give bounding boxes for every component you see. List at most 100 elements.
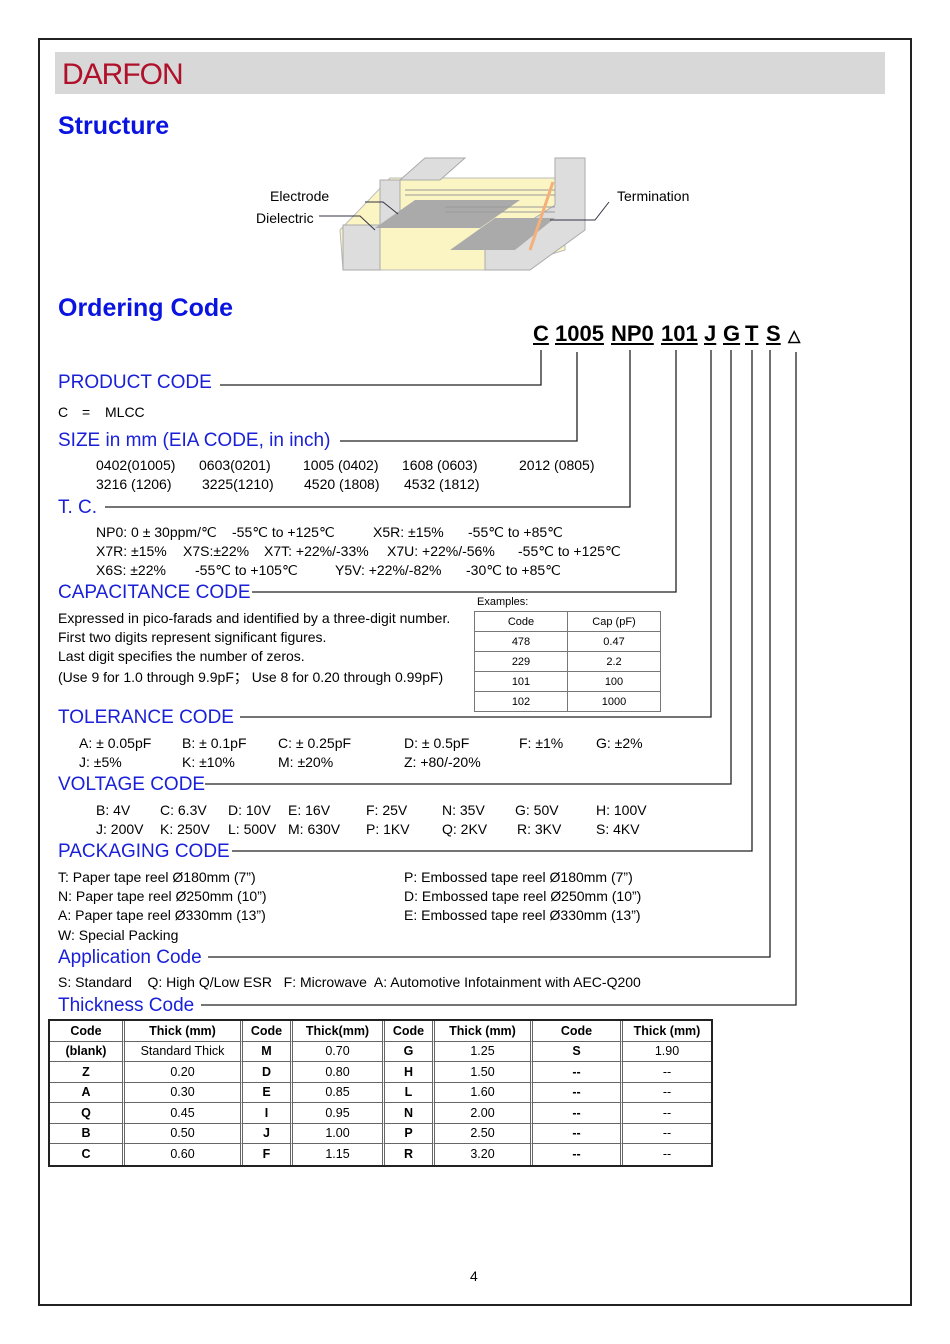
packaging-item: N: Paper tape reel Ø250mm (10”): [58, 888, 267, 904]
cell: R: [385, 1144, 435, 1165]
code-part-tc: NP0: [611, 321, 654, 346]
cell: 101: [474, 671, 568, 692]
cell: 0.95: [293, 1103, 385, 1124]
header-cell: Code: [533, 1021, 623, 1042]
voltage-item: N: 35V: [442, 802, 485, 818]
tolerance-item: Z: +80/-20%: [404, 754, 481, 770]
tc-title: T. C.: [58, 497, 98, 518]
header-cell: Thick (mm): [125, 1021, 243, 1042]
code-part-thickness: △: [788, 328, 801, 345]
code-part-product: C: [533, 321, 549, 346]
packaging-item: W: Special Packing: [58, 927, 179, 943]
tolerance-item: K: ±10%: [182, 754, 235, 770]
header-cell: Thick (mm): [435, 1021, 533, 1042]
cell: 1.60: [435, 1082, 533, 1103]
packaging-item: T: Paper tape reel Ø180mm (7”): [58, 869, 256, 885]
code-part-packaging: T: [745, 321, 759, 346]
page-number: 4: [470, 1268, 478, 1284]
cell: 1000: [567, 691, 661, 712]
tolerance-item: D: ± 0.5pF: [404, 735, 470, 751]
code-part-capacitance: 101: [661, 321, 698, 346]
voltage-item: Q: 2KV: [442, 821, 488, 837]
cell: A: [50, 1082, 125, 1103]
cell: I: [243, 1103, 293, 1124]
cell: G: [385, 1041, 435, 1062]
size-item: 3225(1210): [202, 476, 274, 492]
voltage-item: K: 250V: [160, 821, 210, 837]
cell: 0.50: [125, 1123, 243, 1144]
packaging-item: D: Embossed tape reel Ø250mm (10”): [404, 888, 642, 904]
cell: L: [385, 1082, 435, 1103]
packaging-title: PACKAGING CODE: [58, 841, 230, 862]
cell: 1.50: [435, 1062, 533, 1083]
tc-item: X7R: ±15%: [96, 543, 167, 559]
cell: H: [385, 1062, 435, 1083]
size-item: 0603(0201): [199, 457, 271, 473]
table-row: A 0.30 E 0.85 L 1.60 -- --: [50, 1082, 711, 1103]
tc-item: X7T: +22%/-33%: [264, 543, 369, 559]
capacitance-text: Expressed in pico-farads and identified …: [58, 610, 451, 626]
voltage-item: L: 500V: [228, 821, 277, 837]
cell: 478: [474, 631, 568, 652]
table-row: Z 0.20 D 0.80 H 1.50 -- --: [50, 1062, 711, 1083]
code-part-voltage: G: [723, 321, 741, 346]
voltage-item: J: 200V: [96, 821, 144, 837]
size-item: 0402(01005): [96, 457, 176, 473]
cell: 100: [567, 671, 661, 692]
cell: E: [243, 1082, 293, 1103]
size-item: 4520 (1808): [304, 476, 380, 492]
tolerance-item: B: ± 0.1pF: [182, 735, 247, 751]
code-part-application: S: [766, 321, 781, 346]
table-row: B 0.50 J 1.00 P 2.50 -- --: [50, 1123, 711, 1144]
tolerance-item: J: ±5%: [79, 754, 122, 770]
cell: 3.20: [435, 1144, 533, 1165]
thickness-title: Thickness Code: [58, 995, 195, 1016]
table-row: 102 1000: [474, 691, 661, 712]
size-item: 2012 (0805): [519, 457, 595, 473]
code-part-size: 1005: [555, 321, 604, 346]
cell: --: [623, 1062, 711, 1083]
tc-item: -55℃ to +85℃: [468, 524, 563, 540]
voltage-item: H: 100V: [596, 802, 647, 818]
cell: Standard Thick: [125, 1041, 243, 1062]
tolerance-item: G: ±2%: [596, 735, 643, 751]
header-row: Code Thick (mm) Code Thick(mm) Code Thick (mm…: [50, 1021, 711, 1042]
tc-item: X5R: ±15%: [373, 524, 444, 540]
dielectric-label: Dielectric: [256, 210, 314, 226]
capacitance-title: CAPACITANCE CODE: [58, 582, 251, 603]
cell: Z: [50, 1062, 125, 1083]
capacitance-text: Last digit specifies the number of zeros…: [58, 648, 305, 664]
tolerance-item: F: ±1%: [519, 735, 564, 751]
tc-item: X7U: +22%/-56%: [387, 543, 495, 559]
page-frame: [38, 38, 912, 1306]
cell: 0.60: [125, 1144, 243, 1165]
cell: 2.2: [567, 651, 661, 672]
cell: 1.00: [293, 1123, 385, 1144]
voltage-item: M: 630V: [288, 821, 341, 837]
cell: 0.20: [125, 1062, 243, 1083]
cell: S: [533, 1041, 623, 1062]
cell: 102: [474, 691, 568, 712]
tolerance-title: TOLERANCE CODE: [58, 707, 234, 728]
cell: --: [623, 1103, 711, 1124]
cell: 2.50: [435, 1123, 533, 1144]
examples-label: Examples:: [477, 596, 529, 608]
cell: --: [623, 1083, 711, 1103]
capacitance-text: First two digits represent significant f…: [58, 629, 327, 645]
table-row: Code Cap (pF): [474, 611, 661, 632]
table-row: 478 0.47: [474, 631, 661, 652]
cell: 0.70: [293, 1041, 385, 1062]
cell: --: [533, 1062, 623, 1083]
header-cell: Thick (mm): [623, 1021, 711, 1042]
product-c: C: [58, 404, 69, 420]
voltage-item: E: 16V: [288, 802, 331, 818]
structure-title: Structure: [58, 112, 170, 140]
tc-item: Y5V: +22%/-82%: [335, 562, 442, 578]
cell: --: [533, 1103, 623, 1124]
cell: 0.85: [293, 1082, 385, 1103]
header-cell: Thick(mm): [293, 1021, 385, 1042]
cell: P: [385, 1123, 435, 1144]
table-row: 101 100: [474, 671, 661, 692]
voltage-item: R: 3KV: [517, 821, 562, 837]
